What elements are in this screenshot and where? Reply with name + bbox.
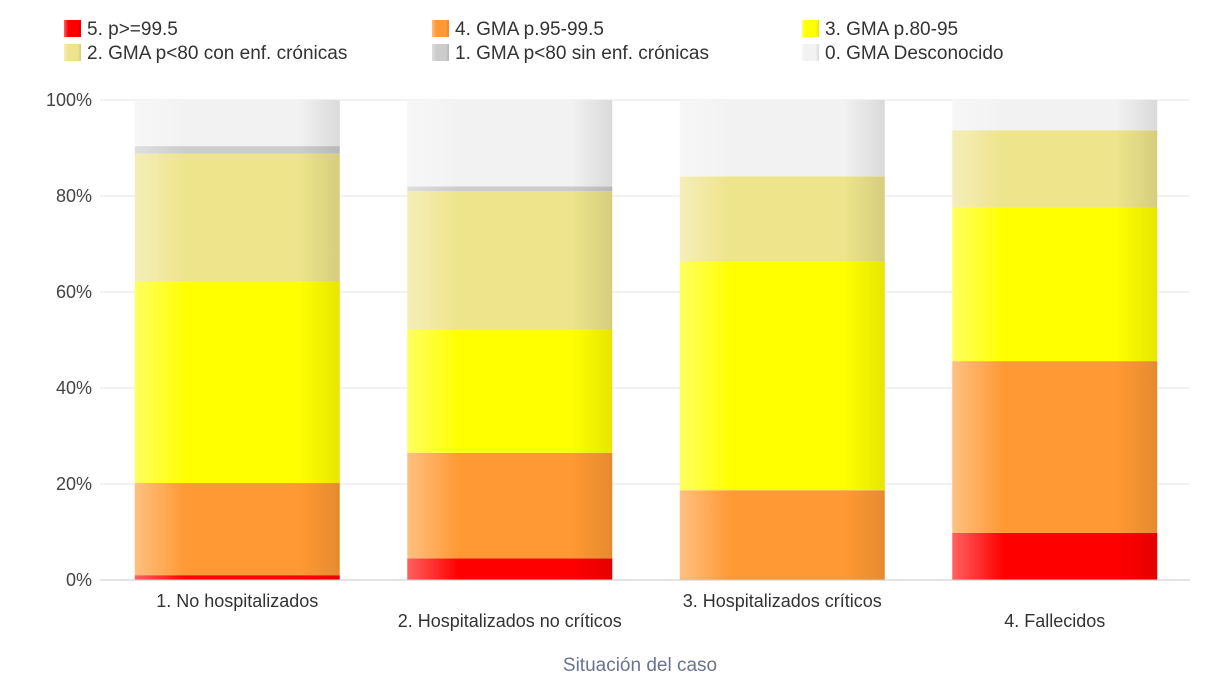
legend-label: 4. GMA p.95-99.5 [455, 19, 604, 40]
x-axis-title: Situación del caso [563, 655, 717, 676]
legend-item[interactable]: 0. GMA Desconocido [802, 43, 1003, 64]
bar-segment[interactable] [407, 558, 613, 580]
x-category-labels: 1. No hospitalizados 2. Hospitalizados no… [156, 591, 1105, 631]
bar-segment[interactable] [134, 575, 340, 580]
bar-segment[interactable] [679, 490, 885, 580]
legend-label: 2. GMA p<80 con enf. crónicas [87, 43, 347, 64]
legend-label: 5. p>=99.5 [87, 19, 178, 40]
bar-segment[interactable] [952, 207, 1158, 362]
legend-item[interactable]: 3. GMA p.80-95 [802, 19, 958, 40]
bar-segment[interactable] [134, 281, 340, 484]
x-category-label: 3. Hospitalizados críticos [683, 591, 882, 611]
legend[interactable]: 5. p>=99.5 4. GMA p.95-99.5 3. GMA p.80-95… [64, 19, 1003, 64]
legend-item[interactable]: 2. GMA p<80 con enf. crónicas [64, 43, 347, 64]
bar-segment[interactable] [952, 130, 1158, 208]
bar-segment[interactable] [952, 100, 1158, 131]
bar-segment[interactable] [134, 100, 340, 147]
y-tick-label: 40% [56, 378, 92, 398]
legend-swatch [802, 20, 819, 37]
legend-label: 1. GMA p<80 sin enf. crónicas [455, 43, 709, 64]
y-tick-label: 60% [56, 282, 92, 302]
legend-swatch [432, 44, 449, 61]
legend-swatch [432, 20, 449, 37]
x-category-label: 2. Hospitalizados no críticos [398, 611, 622, 631]
legend-swatch [64, 44, 81, 61]
y-tick-label: 0% [66, 570, 92, 590]
bar-segment[interactable] [407, 186, 613, 192]
legend-item[interactable]: 4. GMA p.95-99.5 [432, 19, 604, 40]
legend-swatch [64, 20, 81, 37]
bar-segment[interactable] [134, 483, 340, 576]
legend-swatch [802, 44, 819, 61]
legend-label: 3. GMA p.80-95 [825, 19, 958, 40]
bar-segment[interactable] [407, 191, 613, 330]
x-category-label: 4. Fallecidos [1004, 611, 1105, 631]
bar-segment[interactable] [679, 176, 885, 262]
legend-label: 0. GMA Desconocido [825, 43, 1003, 64]
x-category-label: 1. No hospitalizados [156, 591, 318, 611]
y-tick-label: 20% [56, 474, 92, 494]
bar-segment[interactable] [407, 100, 613, 187]
bar-segment[interactable] [679, 100, 885, 177]
legend-item[interactable]: 5. p>=99.5 [64, 19, 178, 40]
bar-segment[interactable] [952, 361, 1158, 533]
bar-segment[interactable] [134, 146, 340, 154]
bar-segment[interactable] [679, 261, 885, 491]
y-tick-label: 80% [56, 186, 92, 206]
bar-segment[interactable] [407, 452, 613, 559]
legend-item[interactable]: 1. GMA p<80 sin enf. crónicas [432, 43, 709, 64]
bar-segment[interactable] [407, 329, 613, 453]
bars [134, 100, 1158, 580]
bar-segment[interactable] [952, 532, 1158, 580]
y-tick-labels: 0% 20% 40% 60% 80% 100% [46, 90, 92, 590]
bar-segment[interactable] [134, 153, 340, 282]
y-tick-label: 100% [46, 90, 92, 110]
